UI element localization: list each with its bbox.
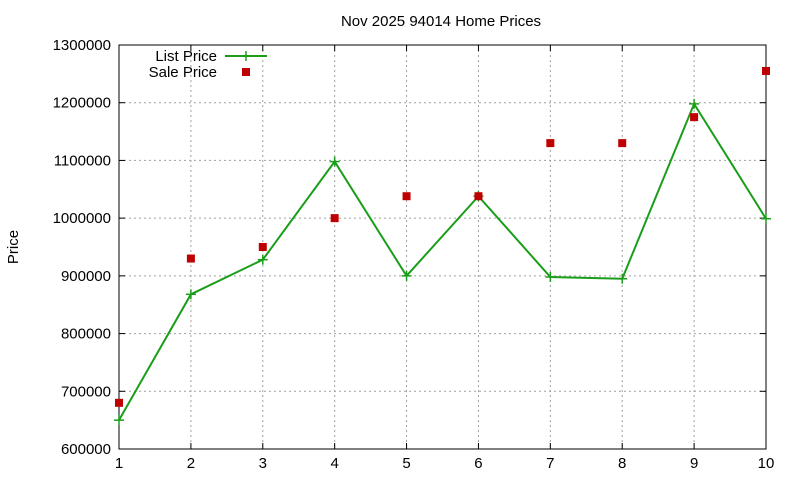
legend-label-list-price: List Price [155, 48, 217, 65]
x-tick-label: 9 [690, 455, 698, 472]
sale-price-point [690, 113, 699, 122]
x-tick-label: 8 [618, 455, 626, 472]
y-tick-label: 1000000 [53, 210, 111, 227]
x-tick-label: 7 [546, 455, 554, 472]
sale-price-point [330, 214, 339, 223]
series-layer [114, 66, 771, 426]
list-price-point [185, 289, 196, 300]
x-tick-label: 6 [474, 455, 482, 472]
legend-marker-sale-price [242, 68, 250, 76]
y-tick-label: 700000 [61, 383, 111, 400]
sale-price-point [546, 139, 555, 148]
list-price-point [114, 415, 124, 426]
list-price-point [689, 98, 700, 109]
legend-label-sale-price: Sale Price [149, 64, 217, 81]
sale-price-point [402, 192, 411, 201]
x-tick-label: 1 [115, 455, 123, 472]
list-price-line [118, 101, 767, 421]
list-price-point [761, 213, 771, 224]
sale-price-point [474, 192, 483, 201]
plot-frame [118, 44, 767, 450]
sale-price-point [258, 243, 267, 251]
y-tick-label: 900000 [61, 268, 111, 285]
sale-price-point [762, 66, 770, 75]
y-axis-label: Price [5, 230, 22, 264]
list-price-point [329, 156, 340, 167]
x-tick-label: 4 [330, 455, 338, 472]
sale-price-point [115, 398, 123, 407]
list-price-point [401, 270, 412, 281]
list-price-point [545, 272, 556, 283]
x-tick-label: 2 [187, 455, 195, 472]
legend-marker-list-price [241, 51, 251, 61]
series-sale-price [115, 66, 770, 407]
sale-price-point [618, 139, 627, 148]
axis-ticks: 6000007000008000009000001000000110000012… [53, 37, 775, 472]
y-tick-label: 1100000 [54, 152, 111, 169]
y-tick-label: 800000 [61, 326, 111, 343]
chart-title: Nov 2025 94014 Home Prices [341, 13, 541, 30]
y-tick-label: 600000 [61, 441, 111, 458]
list-price-point [617, 273, 628, 284]
series-list-price [114, 98, 771, 426]
sale-price-point [186, 254, 195, 263]
x-tick-label: 3 [259, 455, 267, 472]
y-tick-label: 1300000 [53, 37, 111, 54]
x-tick-label: 10 [758, 455, 775, 472]
y-tick-label: 1200000 [53, 95, 111, 112]
grid [119, 45, 766, 449]
list-price-point [257, 254, 268, 265]
x-tick-label: 5 [402, 455, 410, 472]
